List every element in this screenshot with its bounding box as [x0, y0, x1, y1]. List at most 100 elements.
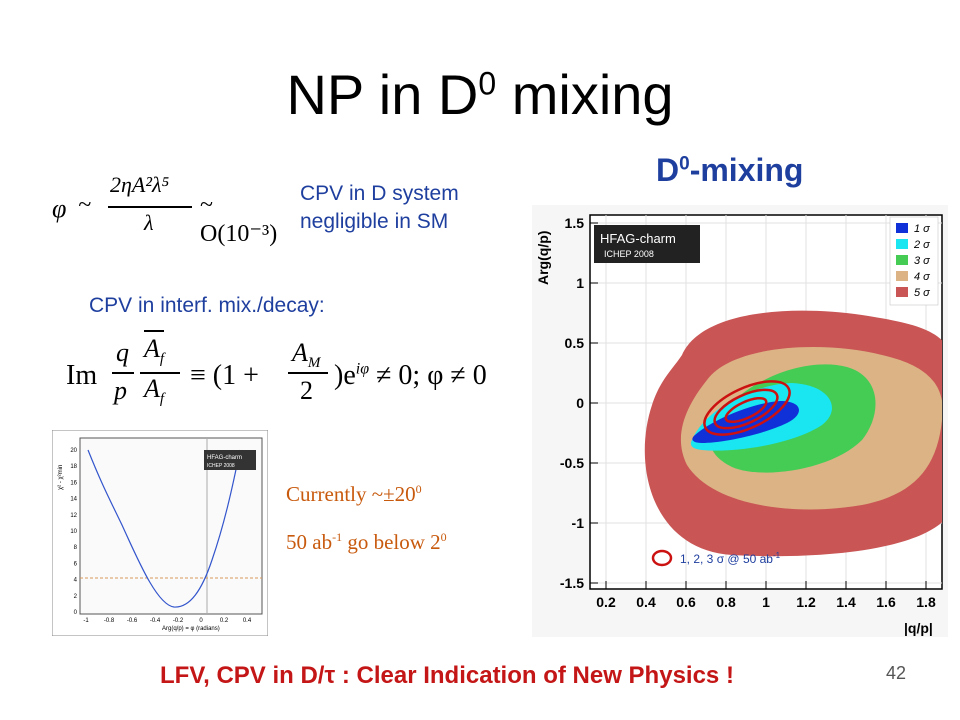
main-plot-ylabel: Arg(q/p) — [535, 231, 551, 285]
formula-qp-bar — [112, 372, 134, 374]
formula-fraction-bar — [108, 206, 192, 208]
formula-af-bar: Af — [144, 330, 165, 374]
small-y-tick-label: 8 — [74, 545, 78, 551]
formula-af: Af — [144, 374, 164, 408]
small-plot-ylabel: χ² - χ²min — [58, 465, 64, 490]
x-tick-label: 0.2 — [596, 594, 616, 610]
small-x-tick-label: -0.4 — [150, 618, 161, 624]
formula-am-letter: A — [292, 338, 308, 367]
legend-swatch — [896, 287, 908, 297]
cpv-note-line2: negligible in SM — [300, 210, 449, 233]
formula-equiv: ≡ (1 + — [190, 360, 259, 391]
legend-label: 1 σ — [914, 223, 930, 235]
future-ellipse-1sigma — [724, 396, 768, 424]
legend-label: 3 σ — [914, 255, 930, 267]
small-chi2-plot: HFAG-charm ICHEP 2008 χ² - χ²min Arg(q/p… — [52, 430, 268, 636]
legend-label: 2 σ — [913, 239, 930, 251]
small-x-tick-label: 0.4 — [243, 618, 252, 624]
legend-swatch — [896, 255, 908, 265]
small-plot-hfag-badge — [204, 450, 256, 470]
future-annotation-sup: -1 — [773, 551, 781, 560]
formula-phi-symbol: φ — [52, 194, 67, 223]
small-y-tick-label: 12 — [70, 513, 77, 519]
small-x-tick-label: 0 — [199, 618, 203, 624]
cpv-note: CPV in D system negligible in SM — [300, 180, 459, 236]
small-plot-xlabel: Arg(q/p) = φ (radians) — [162, 626, 220, 632]
formula-two: 2 — [300, 376, 313, 405]
heading-tail: -mixing — [689, 152, 804, 188]
contour-1sigma — [692, 401, 799, 443]
interf-label: CPV in interf. mix./decay: — [89, 294, 325, 317]
currently-text: Currently ~±200 — [286, 482, 422, 507]
formula-am-fraction-bar — [288, 372, 328, 374]
small-y-tick-label: 18 — [70, 464, 77, 470]
small-x-tick-label: -1 — [83, 618, 89, 624]
x-tick-label: 0.6 — [676, 594, 696, 610]
future-marker-icon — [651, 549, 673, 567]
future-pre: 50 ab — [286, 530, 333, 554]
formula-af-fraction-bar — [140, 372, 180, 374]
x-tick-label: 1 — [762, 594, 770, 610]
small-y-tick-label: 14 — [70, 497, 77, 503]
x-tick-label: 1.4 — [836, 594, 856, 610]
y-tick-label: -0.5 — [560, 455, 584, 471]
x-tick-label: 0.4 — [636, 594, 656, 610]
formula-interference: Im q p Af Af ≡ (1 + AM 2 )eiφ ≠ 0; φ ≠ 0 — [66, 330, 487, 420]
x-tick-label: 0.8 — [716, 594, 736, 610]
main-plot-hfag-badge — [594, 225, 700, 263]
legend-swatch — [896, 239, 908, 249]
plot-heading: D0-mixing — [656, 152, 803, 189]
heading-text: D — [656, 152, 680, 188]
formula-tail: )eiφ ≠ 0; φ ≠ 0 — [334, 360, 487, 392]
small-y-tick-label: 6 — [74, 561, 78, 567]
small-plot-hfag-subtext: ICHEP 2008 — [207, 463, 235, 469]
legend-swatch — [896, 223, 908, 233]
x-tick-label: 1.2 — [796, 594, 816, 610]
future-ellipse-3sigma — [703, 380, 791, 436]
heading-superscript: 0 — [679, 153, 690, 175]
future-degree: 0 — [440, 530, 447, 544]
small-y-tick-label: 0 — [74, 610, 78, 616]
formula-af-sub: f — [159, 391, 165, 408]
formula-q: q — [116, 338, 129, 367]
small-x-tick-label: -0.2 — [173, 618, 184, 624]
formula-phi: φ ~ 2ηA²λ⁵ λ ~ O(10⁻³) — [52, 172, 292, 247]
small-x-tick-label: 0.2 — [220, 618, 229, 624]
slide-title: NP in D0 mixing — [0, 62, 960, 127]
formula-tail-condition: ≠ 0; φ ≠ 0 — [369, 360, 487, 391]
x-tick-label: 1.8 — [916, 594, 936, 610]
y-tick-label: 1.5 — [565, 215, 585, 231]
small-x-tick-label: -0.8 — [104, 618, 115, 624]
y-tick-label: 0 — [576, 395, 584, 411]
formula-tail-text: )e — [334, 360, 356, 391]
small-y-tick-label: 2 — [74, 594, 78, 600]
formula-p: p — [114, 376, 127, 405]
future-annotation-text: 1, 2, 3 σ @ 50 ab — [680, 552, 773, 566]
y-tick-label: -1.5 — [560, 575, 584, 591]
y-tick-label: -1 — [572, 515, 585, 531]
legend-label: 5 σ — [914, 287, 930, 299]
main-plot-hfag-subtext: ICHEP 2008 — [604, 249, 654, 259]
main-plot-xlabel: |q/p| — [904, 620, 933, 636]
currently-degree: 0 — [415, 482, 422, 496]
title-tail: mixing — [496, 63, 674, 126]
y-tick-label: 0.5 — [565, 335, 585, 351]
title-superscript: 0 — [478, 65, 497, 102]
y-tick-label: 1 — [576, 275, 584, 291]
currently-value: Currently ~±20 — [286, 482, 416, 506]
legend-items: 1 σ 2 σ 3 σ 4 σ 5 σ — [896, 223, 930, 299]
legend-label: 4 σ — [914, 271, 930, 283]
formula-denominator: λ — [144, 210, 154, 235]
formula-im: Im — [66, 360, 98, 391]
formula-sim: ~ — [78, 192, 91, 218]
main-plot-yticks: 1.5 1 0.5 0 -0.5 -1 -1.5 — [560, 215, 598, 591]
formula-af-letter: A — [144, 374, 160, 403]
page-number: 42 — [885, 663, 906, 683]
future-unit-exp: -1 — [332, 530, 343, 544]
small-plot-hfag-text: HFAG-charm — [207, 455, 242, 461]
conclusion-text: LFV, CPV in D/τ : Clear Indication of Ne… — [160, 662, 734, 689]
small-x-tick-label: -0.6 — [127, 618, 138, 624]
small-y-tick-label: 10 — [70, 529, 77, 535]
future-mid: go below 2 — [342, 530, 441, 554]
